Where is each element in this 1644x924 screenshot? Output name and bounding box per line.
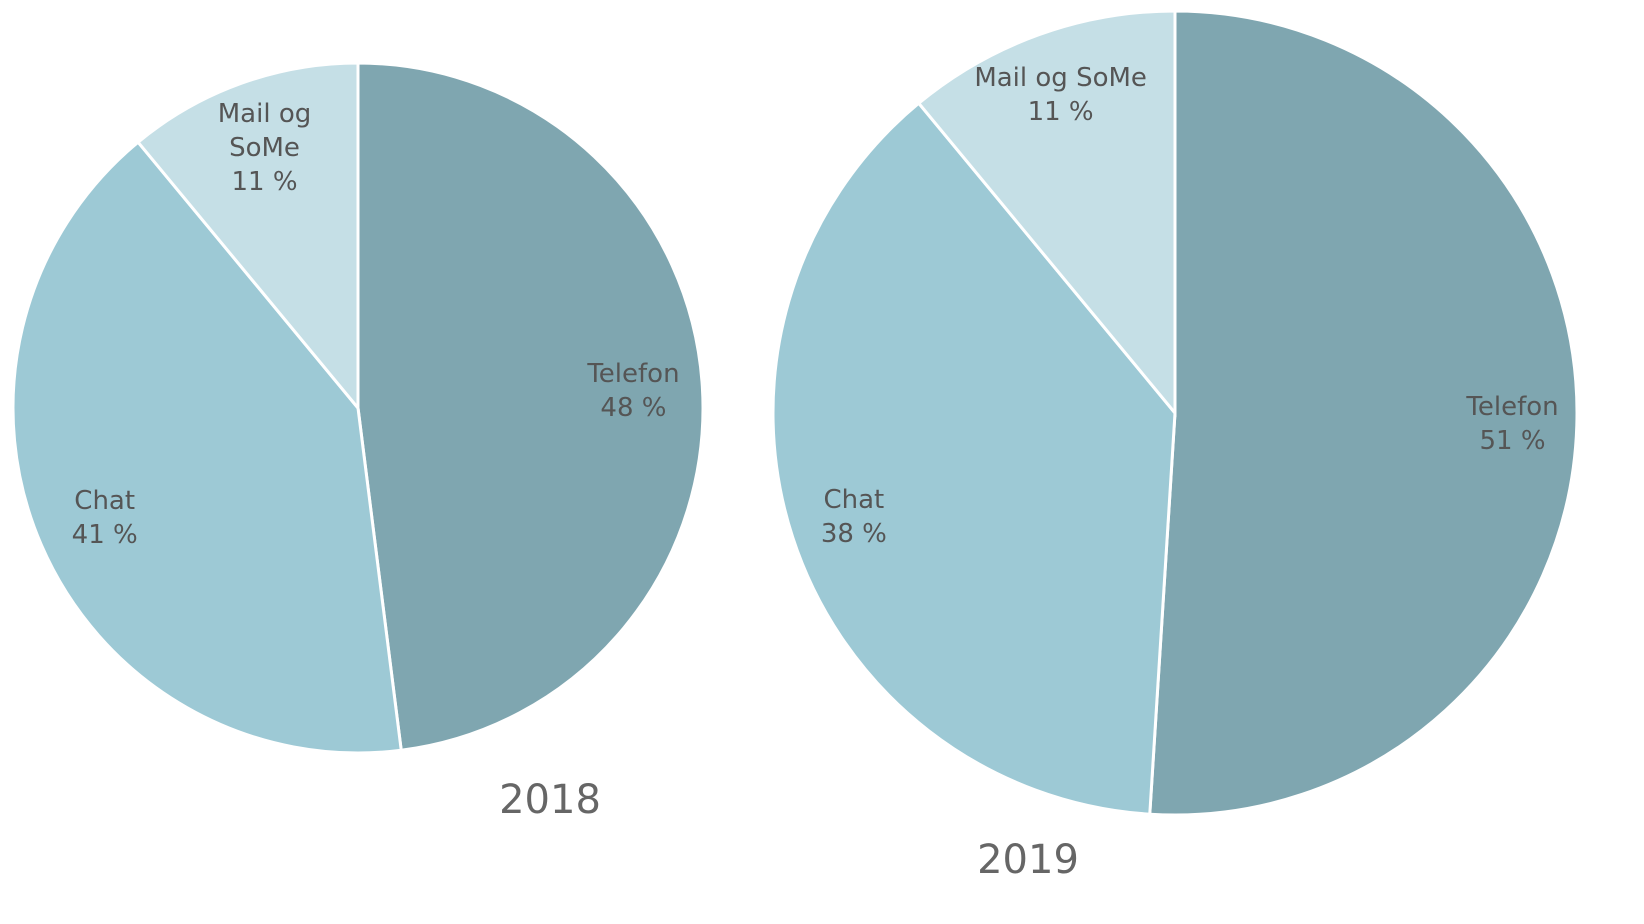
pie-slice (356, 61, 705, 752)
category-label: Chat (74, 485, 136, 516)
category-label: Telefon (1466, 391, 1559, 422)
slice-label: Telefon 48 % (543, 357, 723, 425)
category-label: Telefon (587, 358, 680, 389)
slice-label: Chat 41 % (15, 484, 195, 552)
slice-label: Telefon 51 % (1423, 390, 1603, 458)
chart-title: 2018 (499, 777, 601, 823)
pie-slice (135, 61, 360, 413)
pie-slice (11, 140, 403, 755)
value-label: 51 % (1479, 425, 1546, 456)
slice-label: Mail og SoMe 11 % (205, 97, 325, 199)
pie-slice (1148, 9, 1579, 817)
category-label: Mail og SoMe (217, 99, 312, 164)
pie-slice (916, 9, 1177, 418)
category-label: Chat (823, 485, 885, 516)
value-label: 11 % (231, 167, 298, 198)
value-label: 48 % (600, 392, 667, 423)
value-label: 11 % (1027, 97, 1094, 128)
chart-title: 2019 (977, 837, 1079, 883)
slice-label: Chat 38 % (764, 483, 944, 551)
slice-label: Mail og SoMe 11 % (941, 61, 1181, 129)
pie-slice (771, 101, 1177, 816)
category-label: Mail og SoMe (974, 63, 1147, 94)
value-label: 41 % (71, 519, 138, 550)
value-label: 38 % (820, 519, 887, 550)
